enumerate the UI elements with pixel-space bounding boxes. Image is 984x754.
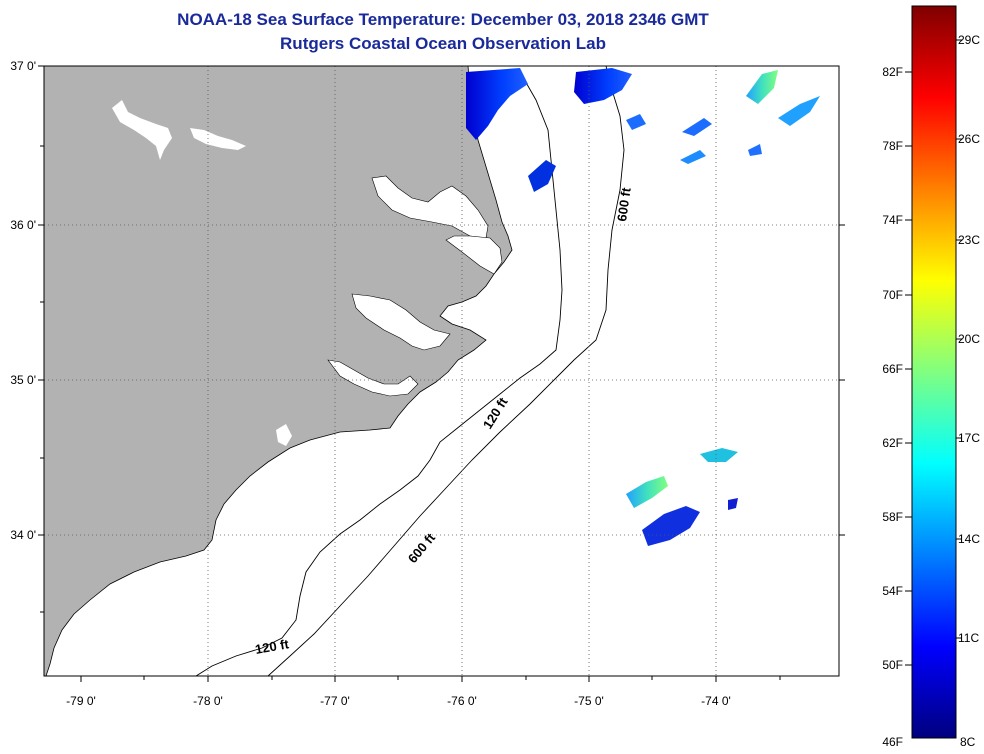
axis-ticks bbox=[38, 65, 845, 682]
colorbar-label-c: 23C bbox=[958, 233, 980, 247]
sst-patch bbox=[574, 68, 632, 104]
colorbar-label-c: 14C bbox=[958, 532, 980, 546]
colorbar-label-f: 54F bbox=[882, 584, 903, 598]
colorbar-label-c: 11C bbox=[958, 631, 979, 645]
map-subtitle: Rutgers Coastal Ocean Observation Lab bbox=[280, 34, 606, 53]
lat-label: 36 0' bbox=[10, 218, 36, 232]
inland-lake bbox=[112, 100, 172, 160]
lat-label: 35 0' bbox=[10, 373, 36, 387]
contour-label: 120 ft bbox=[254, 636, 291, 657]
sst-patch bbox=[748, 144, 762, 156]
inland-lake bbox=[276, 424, 292, 446]
map-frame bbox=[43, 65, 840, 677]
colorbar-label-c: 8C bbox=[960, 735, 976, 749]
sst-patch bbox=[626, 476, 668, 508]
inland-lake bbox=[190, 128, 246, 150]
contour-label: 600 ft bbox=[614, 186, 634, 222]
lon-label: -79 0' bbox=[66, 694, 96, 708]
sst-patch bbox=[728, 498, 738, 510]
sst-patch bbox=[778, 96, 820, 126]
sst-patch bbox=[700, 448, 738, 462]
river-pamlico bbox=[327, 359, 419, 397]
sst-patch bbox=[746, 70, 778, 104]
contour-120ft bbox=[195, 71, 563, 676]
colorbar-ticks bbox=[905, 39, 962, 666]
colorbar-label-c: 26C bbox=[958, 132, 980, 146]
sst-patch bbox=[642, 506, 700, 546]
colorbar-label-f: 46F bbox=[882, 735, 903, 749]
river-neuse bbox=[351, 293, 451, 351]
colorbar-label-f: 82F bbox=[882, 65, 903, 79]
colorbar bbox=[911, 5, 957, 739]
sound-water bbox=[371, 175, 489, 239]
sst-patch bbox=[626, 114, 646, 130]
colorbar-label-f: 70F bbox=[882, 288, 903, 302]
lon-label: -74 0' bbox=[701, 694, 731, 708]
pamlico-sound bbox=[445, 235, 503, 275]
lon-label: -76 0' bbox=[447, 694, 477, 708]
colorbar-label-c: 17C bbox=[958, 431, 980, 445]
sst-patch bbox=[680, 150, 706, 164]
lon-label: -75 0' bbox=[574, 694, 604, 708]
sst-patch bbox=[466, 68, 528, 140]
contour-600ft bbox=[267, 66, 625, 676]
colorbar-label-f: 78F bbox=[882, 139, 903, 153]
graticule bbox=[44, 66, 839, 676]
sst-patch bbox=[682, 118, 712, 136]
map-title: NOAA-18 Sea Surface Temperature: Decembe… bbox=[177, 10, 709, 29]
lat-label: 37 0' bbox=[10, 59, 36, 73]
colorbar-label-f: 62F bbox=[882, 436, 903, 450]
colorbar-label-f: 58F bbox=[882, 510, 903, 524]
colorbar-label-f: 66F bbox=[882, 362, 903, 376]
colorbar-label-f: 50F bbox=[882, 658, 903, 672]
lon-label: -78 0' bbox=[193, 694, 223, 708]
lon-label: -77 0' bbox=[320, 694, 350, 708]
sst-patch bbox=[528, 160, 556, 192]
colorbar-label-f: 74F bbox=[882, 213, 903, 227]
colorbar-label-c: 20C bbox=[958, 332, 980, 346]
lat-label: 34 0' bbox=[10, 528, 36, 542]
land-mass bbox=[44, 66, 513, 676]
colorbar-label-c: 29C bbox=[958, 33, 980, 47]
